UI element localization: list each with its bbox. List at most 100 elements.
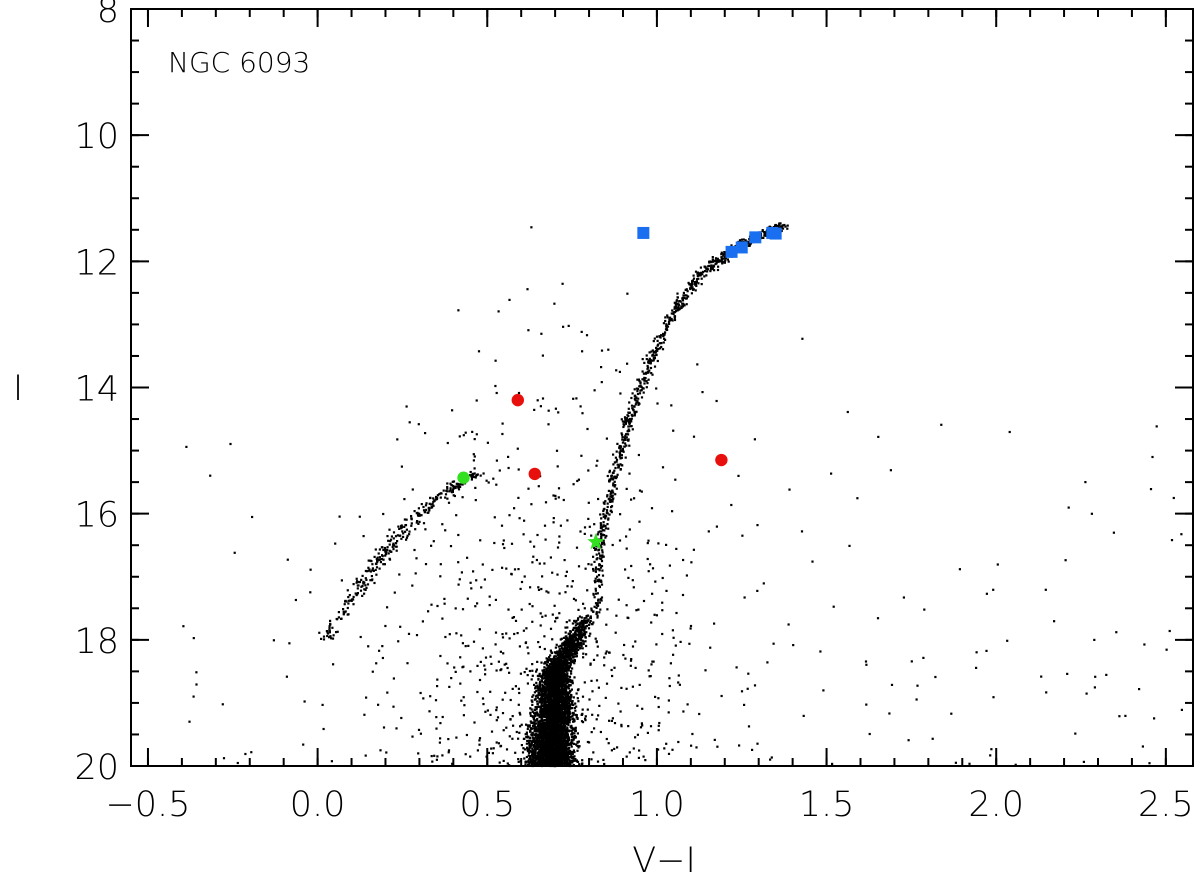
star-dot-975 [574, 652, 577, 655]
star-dot-4976 [654, 350, 658, 353]
star-dot-3458 [558, 729, 562, 732]
star-dot-4889 [611, 478, 614, 481]
star-dot-3219 [569, 742, 573, 745]
star-dot-4819 [720, 251, 723, 254]
star-dot-3737 [567, 707, 570, 710]
star-dot-3979 [547, 726, 550, 730]
star-dot-4292 [555, 714, 558, 717]
star-dot-3406 [560, 687, 564, 690]
star-dot-914 [548, 670, 551, 673]
star-dot-4116 [550, 651, 553, 654]
star-dot-4184 [538, 730, 542, 733]
star-dot-4268 [563, 687, 566, 690]
star-dot-2326 [585, 615, 588, 618]
star-dot-3447 [536, 712, 539, 715]
star-dot-2795 [538, 675, 541, 678]
star-dot-1362 [532, 758, 535, 761]
star-dot-3287 [568, 684, 571, 687]
star-dot-4233 [562, 739, 565, 742]
star-dot-899 [518, 731, 521, 734]
star-dot-4310 [548, 716, 551, 719]
star-dot-3481 [563, 750, 566, 753]
star-dot-4997 [607, 518, 610, 521]
star-dot-3947 [582, 640, 585, 643]
star-dot-2321 [535, 695, 538, 698]
star-dot-1665 [535, 762, 538, 765]
star-dot-3477 [561, 694, 564, 698]
star-dot-4447 [685, 303, 688, 306]
star-dot-3661 [551, 704, 554, 707]
star-dot-4018 [564, 657, 567, 661]
star-dot-4689 [596, 533, 599, 536]
star-dot-722 [562, 733, 565, 736]
star-dot-1804 [559, 755, 562, 758]
star-dot-3204 [558, 710, 561, 713]
star-dot-3919 [553, 699, 556, 702]
star-dot-1833 [567, 723, 570, 726]
star-dot-4563 [697, 272, 700, 275]
star-dot-4808 [601, 574, 605, 577]
star-dot-2234 [569, 697, 572, 700]
star-dot-1194 [589, 632, 592, 635]
star-dot-3789 [558, 760, 561, 764]
star-dot-987 [533, 683, 536, 686]
star-dot-4726 [599, 522, 602, 525]
star-dot-4123 [555, 737, 558, 740]
star-dot-1348 [532, 751, 535, 754]
star-dot-1064 [529, 714, 532, 717]
star-dot-2455 [564, 713, 567, 716]
star-dot-4778 [665, 325, 668, 328]
star-dot-3830 [574, 642, 578, 646]
star-dot-3276 [540, 688, 543, 691]
star-dot-82 [570, 672, 573, 675]
star-dot-551 [564, 652, 567, 656]
star-dot-205 [574, 621, 577, 624]
star-dot-4249 [554, 729, 557, 732]
star-dot-4724 [685, 288, 688, 291]
star-dot-4466 [605, 509, 609, 512]
star-dot-3506 [527, 759, 530, 762]
star-dot-1386 [583, 617, 586, 620]
star-dot-4446 [594, 602, 598, 605]
star-dot-2553 [580, 633, 583, 636]
star-dot-2021 [571, 728, 574, 731]
star-dot-4315 [561, 763, 564, 766]
star-dot-4832 [614, 456, 617, 459]
star-dot-3725 [578, 644, 581, 647]
star-dot-2308 [560, 658, 563, 661]
star-dot-4293 [564, 734, 567, 737]
star-dot-4767 [610, 474, 613, 478]
star-dot-3114 [574, 655, 577, 658]
star-dot-4368 [627, 407, 630, 410]
star-dot-2496 [573, 619, 576, 622]
star-dot-4536 [696, 278, 699, 281]
star-dot-4351 [595, 606, 598, 609]
star-dot-1457 [564, 679, 567, 682]
star-dot-2130 [543, 666, 546, 669]
star-dot-3866 [562, 754, 565, 757]
star-dot-352 [575, 652, 579, 655]
star-dot-2891 [535, 700, 539, 703]
star-dot-4681 [596, 592, 599, 595]
star-dot-3901 [545, 684, 548, 687]
star-dot-2291 [530, 763, 533, 766]
star-dot-1495 [539, 763, 542, 766]
star-dot-3982 [548, 684, 551, 687]
star-dot-4230 [547, 741, 550, 744]
star-dot-3060 [530, 740, 533, 743]
star-dot-2658 [564, 728, 567, 731]
star-dot-3763 [561, 736, 564, 739]
star-dot-4392 [644, 377, 647, 380]
star-dot-3795 [565, 646, 568, 650]
star-dot-3648 [549, 754, 552, 757]
star-dot-3002 [577, 617, 580, 620]
star-dot-4476 [687, 281, 690, 284]
star-dot-4634 [618, 444, 621, 448]
star-dot-3169 [549, 692, 552, 696]
star-dot-4090 [558, 696, 561, 699]
star-dot-3210 [576, 749, 579, 752]
star-dot-2668 [571, 717, 575, 720]
star-dot-3534 [559, 671, 562, 675]
star-dot-2164 [538, 732, 541, 735]
